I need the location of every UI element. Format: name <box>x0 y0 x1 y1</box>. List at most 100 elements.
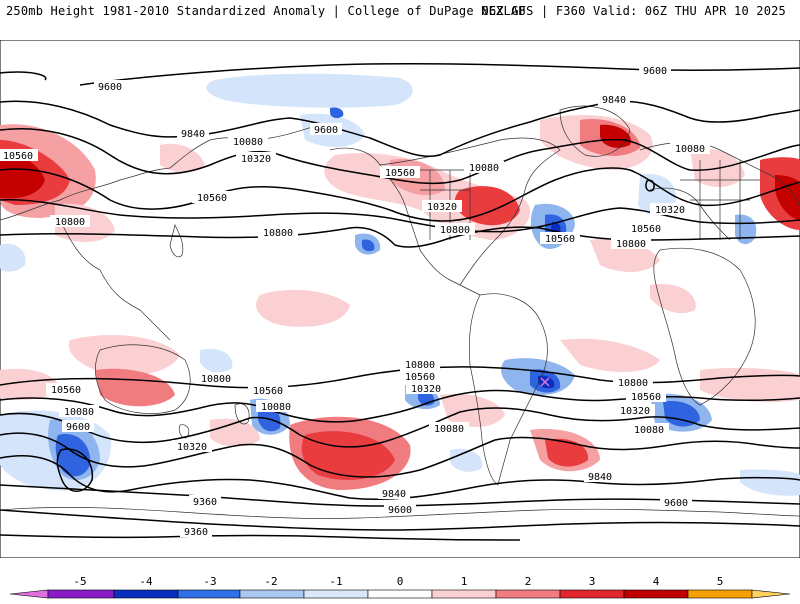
svg-text:10320: 10320 <box>241 154 271 165</box>
anomaly-map: 9600 9600 9600 9840 9840 10080 10080 100… <box>0 40 800 558</box>
svg-text:10080: 10080 <box>64 407 94 418</box>
contour-label: 10320 <box>236 152 276 165</box>
contour-label: 10560 <box>248 384 288 397</box>
svg-text:10800: 10800 <box>263 228 293 239</box>
contour-label: 9840 <box>584 470 616 483</box>
svg-text:9600: 9600 <box>314 125 338 136</box>
svg-text:9360: 9360 <box>184 527 208 538</box>
contour-label: 10320 <box>172 440 212 453</box>
colorbar-bar <box>9 589 791 599</box>
contour-label: 10320 <box>422 200 462 213</box>
svg-text:10800: 10800 <box>616 239 646 250</box>
contour-label: 9600 <box>62 420 94 433</box>
contour-label: 10320 <box>406 382 446 395</box>
contour-label: 9600 <box>94 80 126 93</box>
contour-label: 10800 <box>613 376 653 389</box>
contour-label: 10560 <box>626 390 666 403</box>
contour-label: 10080 <box>256 400 296 413</box>
svg-text:9840: 9840 <box>588 472 612 483</box>
tick-label-pos3: 3 <box>589 575 596 588</box>
tick-label-neg5: -5 <box>73 575 86 588</box>
contour-label: 10080 <box>429 422 469 435</box>
svg-text:10560: 10560 <box>253 386 283 397</box>
tick-label-pos1: 1 <box>461 575 468 588</box>
height-contours <box>0 63 800 541</box>
svg-text:10320: 10320 <box>620 406 650 417</box>
contour-label: 9600 <box>384 503 416 516</box>
tick-label-pos2: 2 <box>525 575 532 588</box>
contour-label: 10800 <box>400 358 440 371</box>
contour-label: 10320 <box>650 203 690 216</box>
contour-label: 10560 <box>626 222 666 235</box>
header-right-run-info: 06Z GFS | F360 Valid: 06Z THU APR 10 202… <box>481 4 786 18</box>
contour-label: 10560 <box>46 383 86 396</box>
contour-label: 10080 <box>629 423 669 436</box>
svg-text:10320: 10320 <box>655 205 685 216</box>
colorbar-tick-labels: -5 -4 -3 -2 -1 0 1 2 3 4 5 <box>73 575 723 588</box>
svg-text:9600: 9600 <box>664 498 688 509</box>
contour-label: 10800 <box>258 226 298 239</box>
svg-text:10560: 10560 <box>51 385 81 396</box>
svg-text:10080: 10080 <box>434 424 464 435</box>
svg-text:10560: 10560 <box>197 193 227 204</box>
contour-label: 10080 <box>464 161 504 174</box>
svg-text:10320: 10320 <box>427 202 457 213</box>
svg-text:9840: 9840 <box>181 129 205 140</box>
svg-text:10800: 10800 <box>440 225 470 236</box>
svg-text:10800: 10800 <box>618 378 648 389</box>
contour-label: 9840 <box>177 127 209 140</box>
contour-label: 9840 <box>378 487 410 500</box>
svg-text:10560: 10560 <box>631 224 661 235</box>
tick-label-pos4: 4 <box>653 575 660 588</box>
svg-text:9840: 9840 <box>602 95 626 106</box>
contour-label: 10560 <box>0 149 38 162</box>
svg-text:10560: 10560 <box>405 372 435 383</box>
contour-label: 9600 <box>660 496 692 509</box>
svg-text:10800: 10800 <box>405 360 435 371</box>
svg-text:10080: 10080 <box>261 402 291 413</box>
svg-text:9600: 9600 <box>66 422 90 433</box>
svg-text:10560: 10560 <box>3 151 33 162</box>
tick-label-neg1: -1 <box>329 575 342 588</box>
contour-label: 10560 <box>380 166 420 179</box>
tick-label-neg3: -3 <box>203 575 216 588</box>
colorbar-legend: -5 -4 -3 -2 -1 0 1 2 3 4 5 <box>0 562 800 600</box>
contour-label: 9600 <box>310 123 342 136</box>
contour-label: 9360 <box>189 495 221 508</box>
contour-label: 10560 <box>400 370 440 383</box>
contour-label: 10080 <box>228 135 268 148</box>
tick-label-zero: 0 <box>397 575 404 588</box>
svg-text:9600: 9600 <box>388 505 412 516</box>
header-left-title: 250mb Height 1981-2010 Standardized Anom… <box>6 4 526 18</box>
contour-label: 10080 <box>670 142 710 155</box>
svg-text:10560: 10560 <box>631 392 661 403</box>
svg-text:10320: 10320 <box>411 384 441 395</box>
contour-labels: 9600 9600 9600 9840 9840 10080 10080 100… <box>0 64 710 538</box>
svg-text:10320: 10320 <box>177 442 207 453</box>
svg-text:10080: 10080 <box>675 144 705 155</box>
svg-text:10080: 10080 <box>634 425 664 436</box>
contour-label: 9360 <box>180 525 212 538</box>
svg-text:10560: 10560 <box>385 168 415 179</box>
contour-label: 10800 <box>611 237 651 250</box>
contour-label: 10560 <box>540 232 580 245</box>
svg-text:9600: 9600 <box>643 66 667 77</box>
contour-label: 9840 <box>598 93 630 106</box>
tick-label-neg2: -2 <box>264 575 277 588</box>
contour-label: 10800 <box>196 372 236 385</box>
contour-label: 10800 <box>50 215 90 228</box>
svg-text:10080: 10080 <box>233 137 263 148</box>
contour-label: 10560 <box>192 191 232 204</box>
svg-text:10800: 10800 <box>201 374 231 385</box>
contour-label: 10800 <box>435 223 475 236</box>
low-center-marker <box>540 377 550 387</box>
svg-text:10560: 10560 <box>545 234 575 245</box>
svg-text:9840: 9840 <box>382 489 406 500</box>
svg-text:9360: 9360 <box>193 497 217 508</box>
svg-text:10800: 10800 <box>55 217 85 228</box>
contour-label: 10320 <box>615 404 655 417</box>
svg-text:9600: 9600 <box>98 82 122 93</box>
tick-label-neg4: -4 <box>139 575 153 588</box>
svg-text:10080: 10080 <box>469 163 499 174</box>
contour-label: 9600 <box>639 64 671 77</box>
